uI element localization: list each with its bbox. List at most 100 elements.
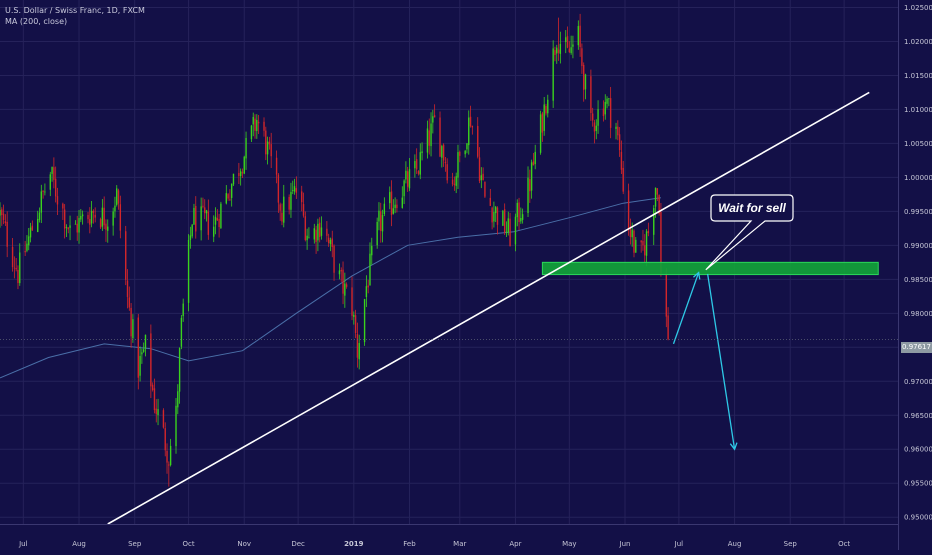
candle-body: [478, 157, 481, 181]
candle-body: [218, 218, 220, 228]
x-tick-label: Jun: [619, 540, 631, 548]
candle-body: [101, 207, 104, 227]
candle-body: [532, 161, 535, 166]
candle-body: [139, 355, 141, 376]
candle-body: [239, 171, 242, 177]
candle-body: [177, 391, 179, 408]
candle-body: [584, 74, 587, 90]
candle-body: [227, 194, 229, 199]
candle-body: [128, 297, 131, 308]
candle-body: [566, 36, 569, 48]
candle-body: [252, 116, 254, 125]
candle-body: [117, 190, 120, 204]
candle-body: [265, 130, 267, 155]
candle-body: [609, 98, 612, 128]
candle-body: [2, 213, 5, 220]
candle-body: [577, 26, 580, 46]
x-tick-label: Sep: [784, 540, 798, 548]
candle-body: [1, 209, 3, 216]
candle-body: [390, 191, 393, 215]
candle-body: [656, 188, 659, 195]
y-tick-label: 0.96000: [904, 446, 932, 454]
candle-body: [432, 116, 434, 123]
x-tick-label: Dec: [291, 540, 305, 548]
candle-body: [552, 48, 554, 101]
candle-body: [503, 209, 506, 233]
candle-body: [63, 209, 66, 229]
candle-body: [595, 125, 597, 131]
x-tick-label: Oct: [838, 540, 850, 548]
candle-body: [293, 186, 296, 192]
candle-body: [288, 196, 290, 210]
candle-body: [446, 164, 448, 181]
candle-body: [164, 428, 166, 451]
candle-body: [419, 152, 421, 175]
candle-body: [168, 464, 170, 466]
candle-body: [568, 48, 571, 53]
candle-body: [507, 218, 509, 233]
candle-body: [441, 146, 443, 158]
candle-body: [125, 231, 127, 280]
candle-body: [451, 179, 454, 185]
candle-body: [521, 214, 524, 220]
candle-body: [90, 210, 93, 224]
annotation-callout: [705, 194, 794, 271]
candle-body: [505, 231, 508, 233]
candle-body: [257, 121, 260, 124]
candle-body: [541, 113, 544, 133]
x-tick-label: Sep: [128, 540, 142, 548]
candle-body: [518, 202, 520, 223]
y-tick-label: 0.99000: [904, 242, 932, 250]
projection-up-line: [672, 272, 700, 345]
candle-body: [114, 205, 116, 212]
candle-body: [266, 141, 269, 155]
candle-body: [516, 202, 518, 218]
candle-body: [591, 113, 594, 121]
candle-body: [245, 137, 247, 159]
candle-body: [489, 197, 492, 206]
x-tick-label: 2019: [344, 540, 364, 548]
candle-body: [144, 334, 147, 349]
candle-body: [268, 141, 271, 145]
candle-body: [520, 217, 522, 222]
candle-body: [644, 245, 646, 256]
candle-body: [414, 161, 416, 169]
candle-body: [529, 179, 531, 192]
candle-body: [351, 287, 353, 316]
candle-body: [317, 223, 319, 241]
y-tick-label: 0.96500: [904, 412, 932, 420]
candle-body: [363, 299, 366, 343]
candle-body: [572, 44, 574, 47]
candle-body: [383, 203, 386, 215]
candle-body: [250, 125, 253, 140]
y-tick-label: 1.02500: [904, 4, 932, 12]
candle-body: [112, 211, 114, 226]
candle-body: [376, 221, 378, 246]
candle-body: [539, 114, 542, 153]
candle-body: [545, 106, 547, 114]
candle-body: [308, 237, 310, 239]
candle-body: [6, 221, 8, 247]
candle-body: [557, 49, 560, 53]
candle-body: [484, 181, 486, 197]
candle-body: [243, 156, 245, 174]
candle-body: [356, 334, 359, 358]
candle-body: [191, 224, 193, 237]
candle-body: [270, 144, 272, 157]
candle-body: [635, 239, 637, 253]
candle-body: [87, 214, 89, 220]
candle-body: [369, 253, 371, 286]
candle-body: [279, 204, 281, 211]
candle-body: [54, 178, 57, 197]
candle-body: [107, 226, 109, 231]
candle-body: [645, 231, 648, 256]
candle-body: [193, 207, 195, 225]
candle-body: [56, 196, 59, 205]
candle-body: [315, 229, 317, 242]
candle-body: [157, 409, 159, 416]
candle-body: [178, 347, 181, 392]
chart-title: U.S. Dollar / Swiss Franc, 1D, FXCM: [5, 6, 145, 15]
